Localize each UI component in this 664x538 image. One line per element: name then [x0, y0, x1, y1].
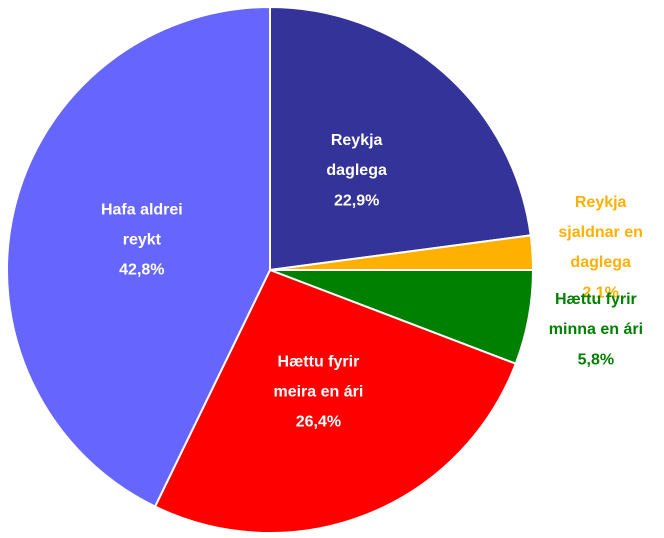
slice-label: Hafa aldrei reykt	[101, 202, 183, 249]
label-line: Hættu fyrir	[555, 291, 637, 308]
value-label: 2,1%	[582, 284, 618, 301]
value-label: 22,9%	[334, 192, 379, 209]
label-line: Reykja	[575, 194, 627, 211]
label-line: minna en ári	[549, 321, 643, 338]
label-line: Hafa aldrei	[101, 202, 183, 219]
pie-slice	[6, 5, 271, 508]
value-label: 42,8%	[119, 262, 164, 279]
value-label: 26,4%	[296, 413, 341, 430]
slice-label: Reykja sjaldnar en daglega	[558, 194, 642, 271]
slice-label: Hættu fyrir meira en ári	[273, 353, 363, 400]
value-label: 5,8%	[578, 351, 614, 368]
pie-slice	[153, 268, 518, 535]
label-line: sjaldnar en	[558, 224, 642, 241]
slice-label: Reykja daglega	[326, 132, 387, 179]
label-line: meira en ári	[273, 383, 363, 400]
label-line: daglega	[570, 254, 631, 271]
label-line: daglega	[326, 162, 387, 179]
pie-slice	[269, 5, 532, 272]
slice-label: Hættu fyrir minna en ári	[549, 291, 643, 338]
label-line: reykt	[123, 232, 162, 249]
label-line: Hættu fyrir	[278, 353, 360, 370]
label-line: Reykja	[331, 132, 383, 149]
